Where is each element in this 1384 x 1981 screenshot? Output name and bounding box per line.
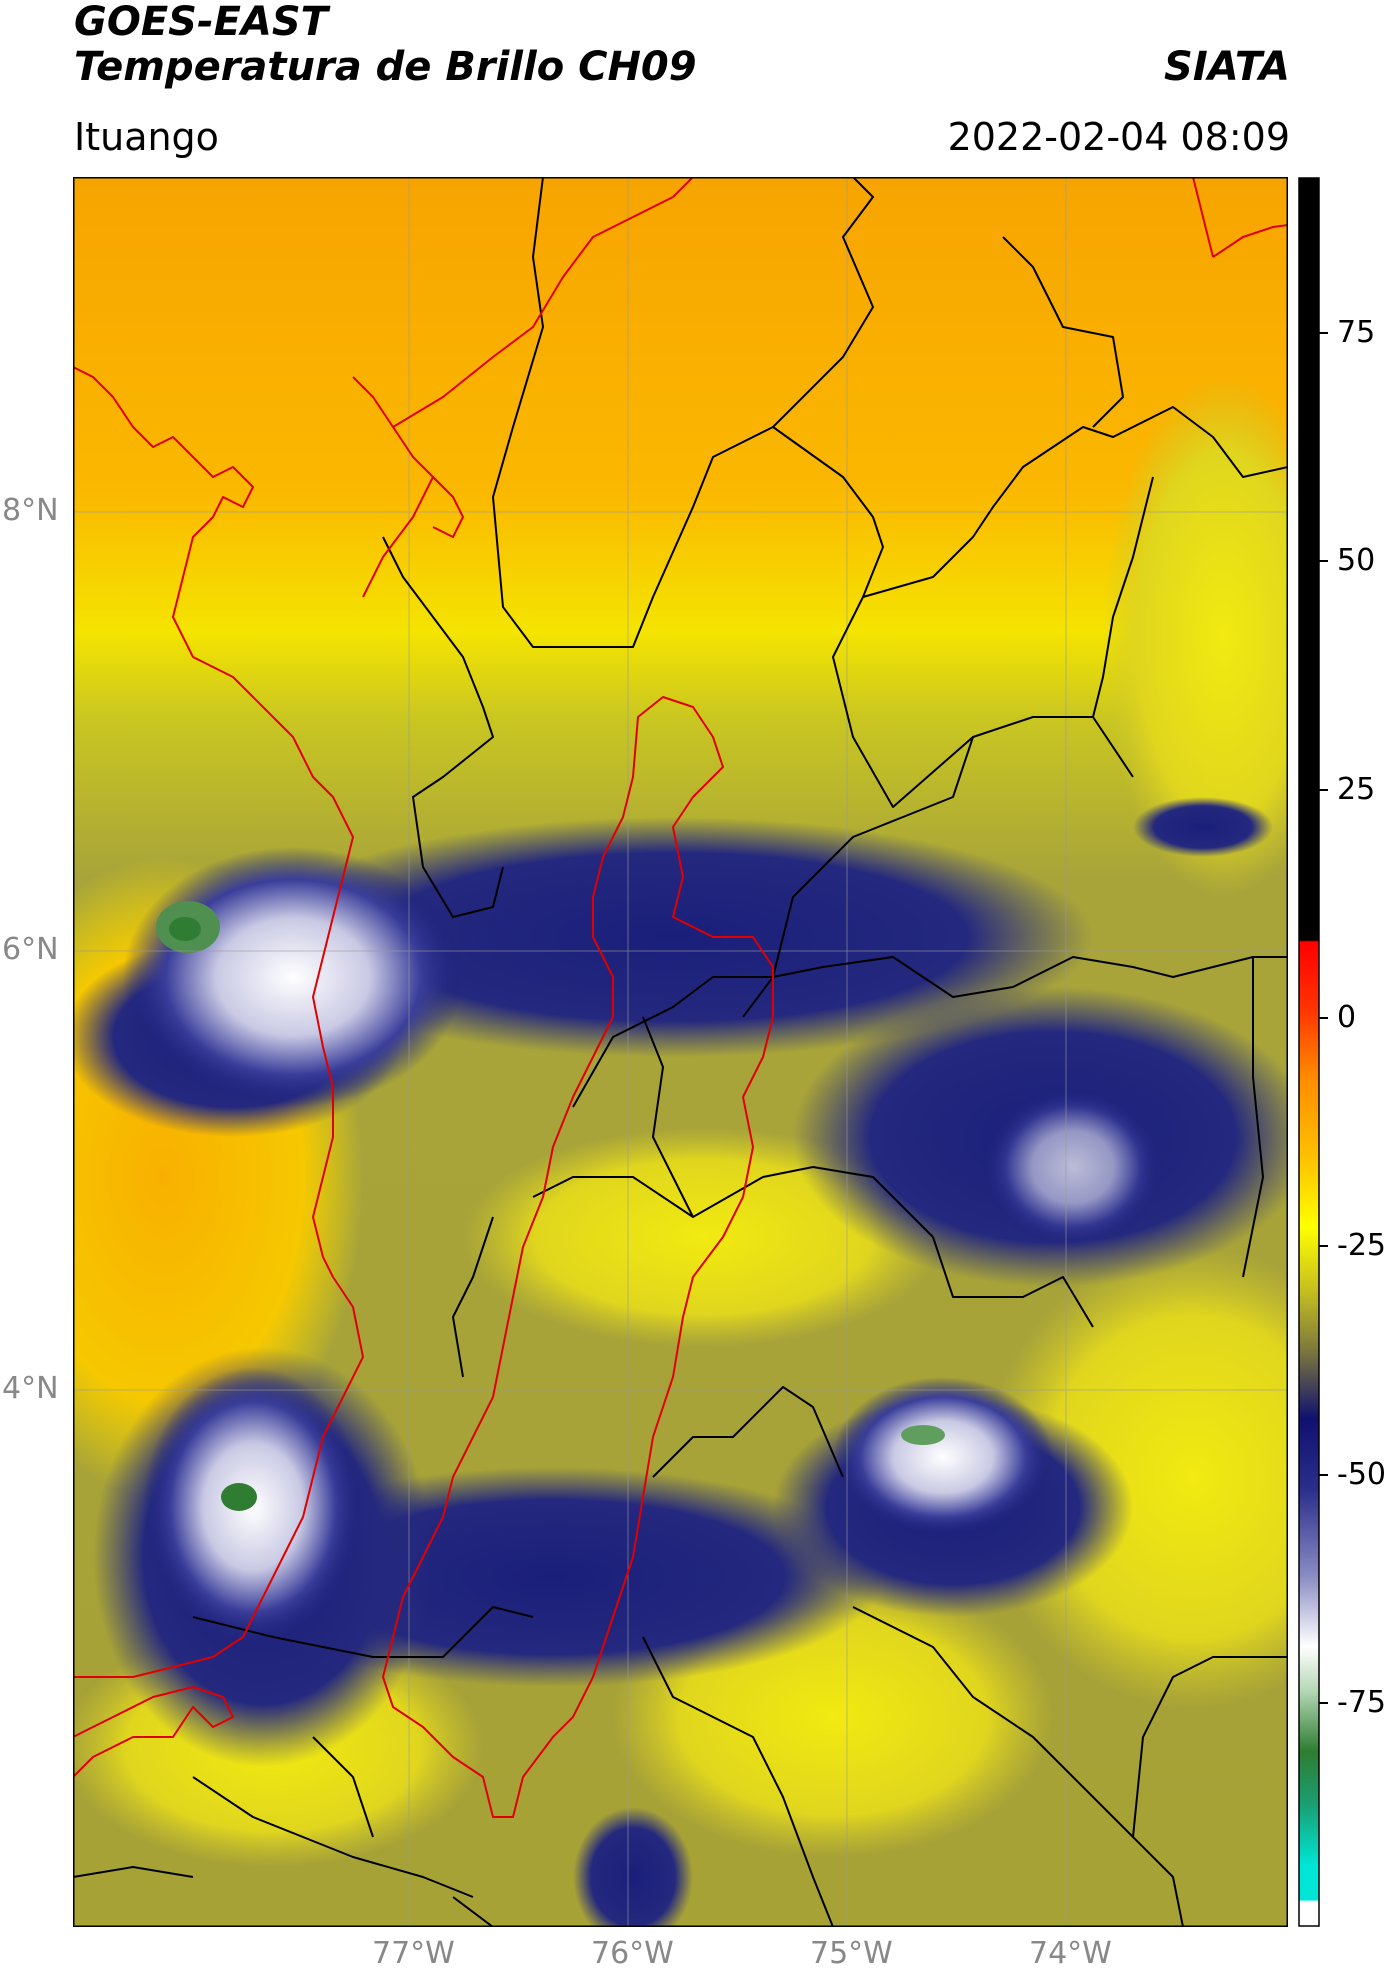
colorbar-label-minus75: -75 [1337, 1685, 1384, 1720]
lon-label-77W: 77°W [372, 1936, 455, 1971]
cold-core-southwest-green [221, 1483, 257, 1511]
colorbar-label-0: 0 [1337, 1000, 1357, 1035]
lat-label-8N: 8°N [2, 493, 59, 528]
brightness-temperature-map [73, 177, 1288, 1927]
ituango-outline[interactable] [382, 696, 774, 1818]
timestamp-label: 2022-02-04 08:09 [947, 115, 1290, 159]
colorbar-label-minus50: -50 [1337, 1457, 1384, 1492]
cloud-band-far-south [573, 1807, 693, 1927]
red-borders [73, 177, 1288, 1818]
cold-core-southwest [143, 1367, 363, 1647]
cold-core-southeast-green [901, 1425, 945, 1445]
gridlines [73, 177, 1288, 1927]
satellite-title: GOES-EAST [74, 0, 328, 45]
cloud-band-east-small [1133, 797, 1273, 857]
map-frame [73, 177, 1288, 1927]
colorbar-fill [1298, 177, 1320, 1927]
colorbar-label-50: 50 [1337, 543, 1376, 578]
colorbar [1298, 177, 1328, 1927]
lon-label-74W: 74°W [1029, 1936, 1112, 1971]
colorbar-label-75: 75 [1337, 315, 1376, 350]
colorbar-label-25: 25 [1337, 772, 1376, 807]
colorbar-ticks [1319, 332, 1328, 1704]
lon-label-76W: 76°W [591, 1936, 674, 1971]
lon-label-75W: 75°W [810, 1936, 893, 1971]
colorbar-label-minus25: -25 [1337, 1228, 1384, 1263]
department-borders [73, 177, 1288, 1927]
product-title: Temperatura de Brillo CH09 [74, 44, 697, 90]
cold-core-west [123, 847, 463, 1107]
cold-core-east [983, 1087, 1163, 1247]
lat-label-6N: 6°N [2, 932, 59, 967]
cold-core-west-green-inner [169, 917, 201, 941]
yellow-region-east [1103, 377, 1288, 897]
cloud-band-central [253, 817, 1093, 1057]
lat-label-4N: 4°N [2, 1371, 59, 1406]
location-label: Ituango [74, 115, 219, 159]
cold-core-southeast [833, 1377, 1053, 1537]
brand-label: SIATA [1164, 44, 1290, 90]
